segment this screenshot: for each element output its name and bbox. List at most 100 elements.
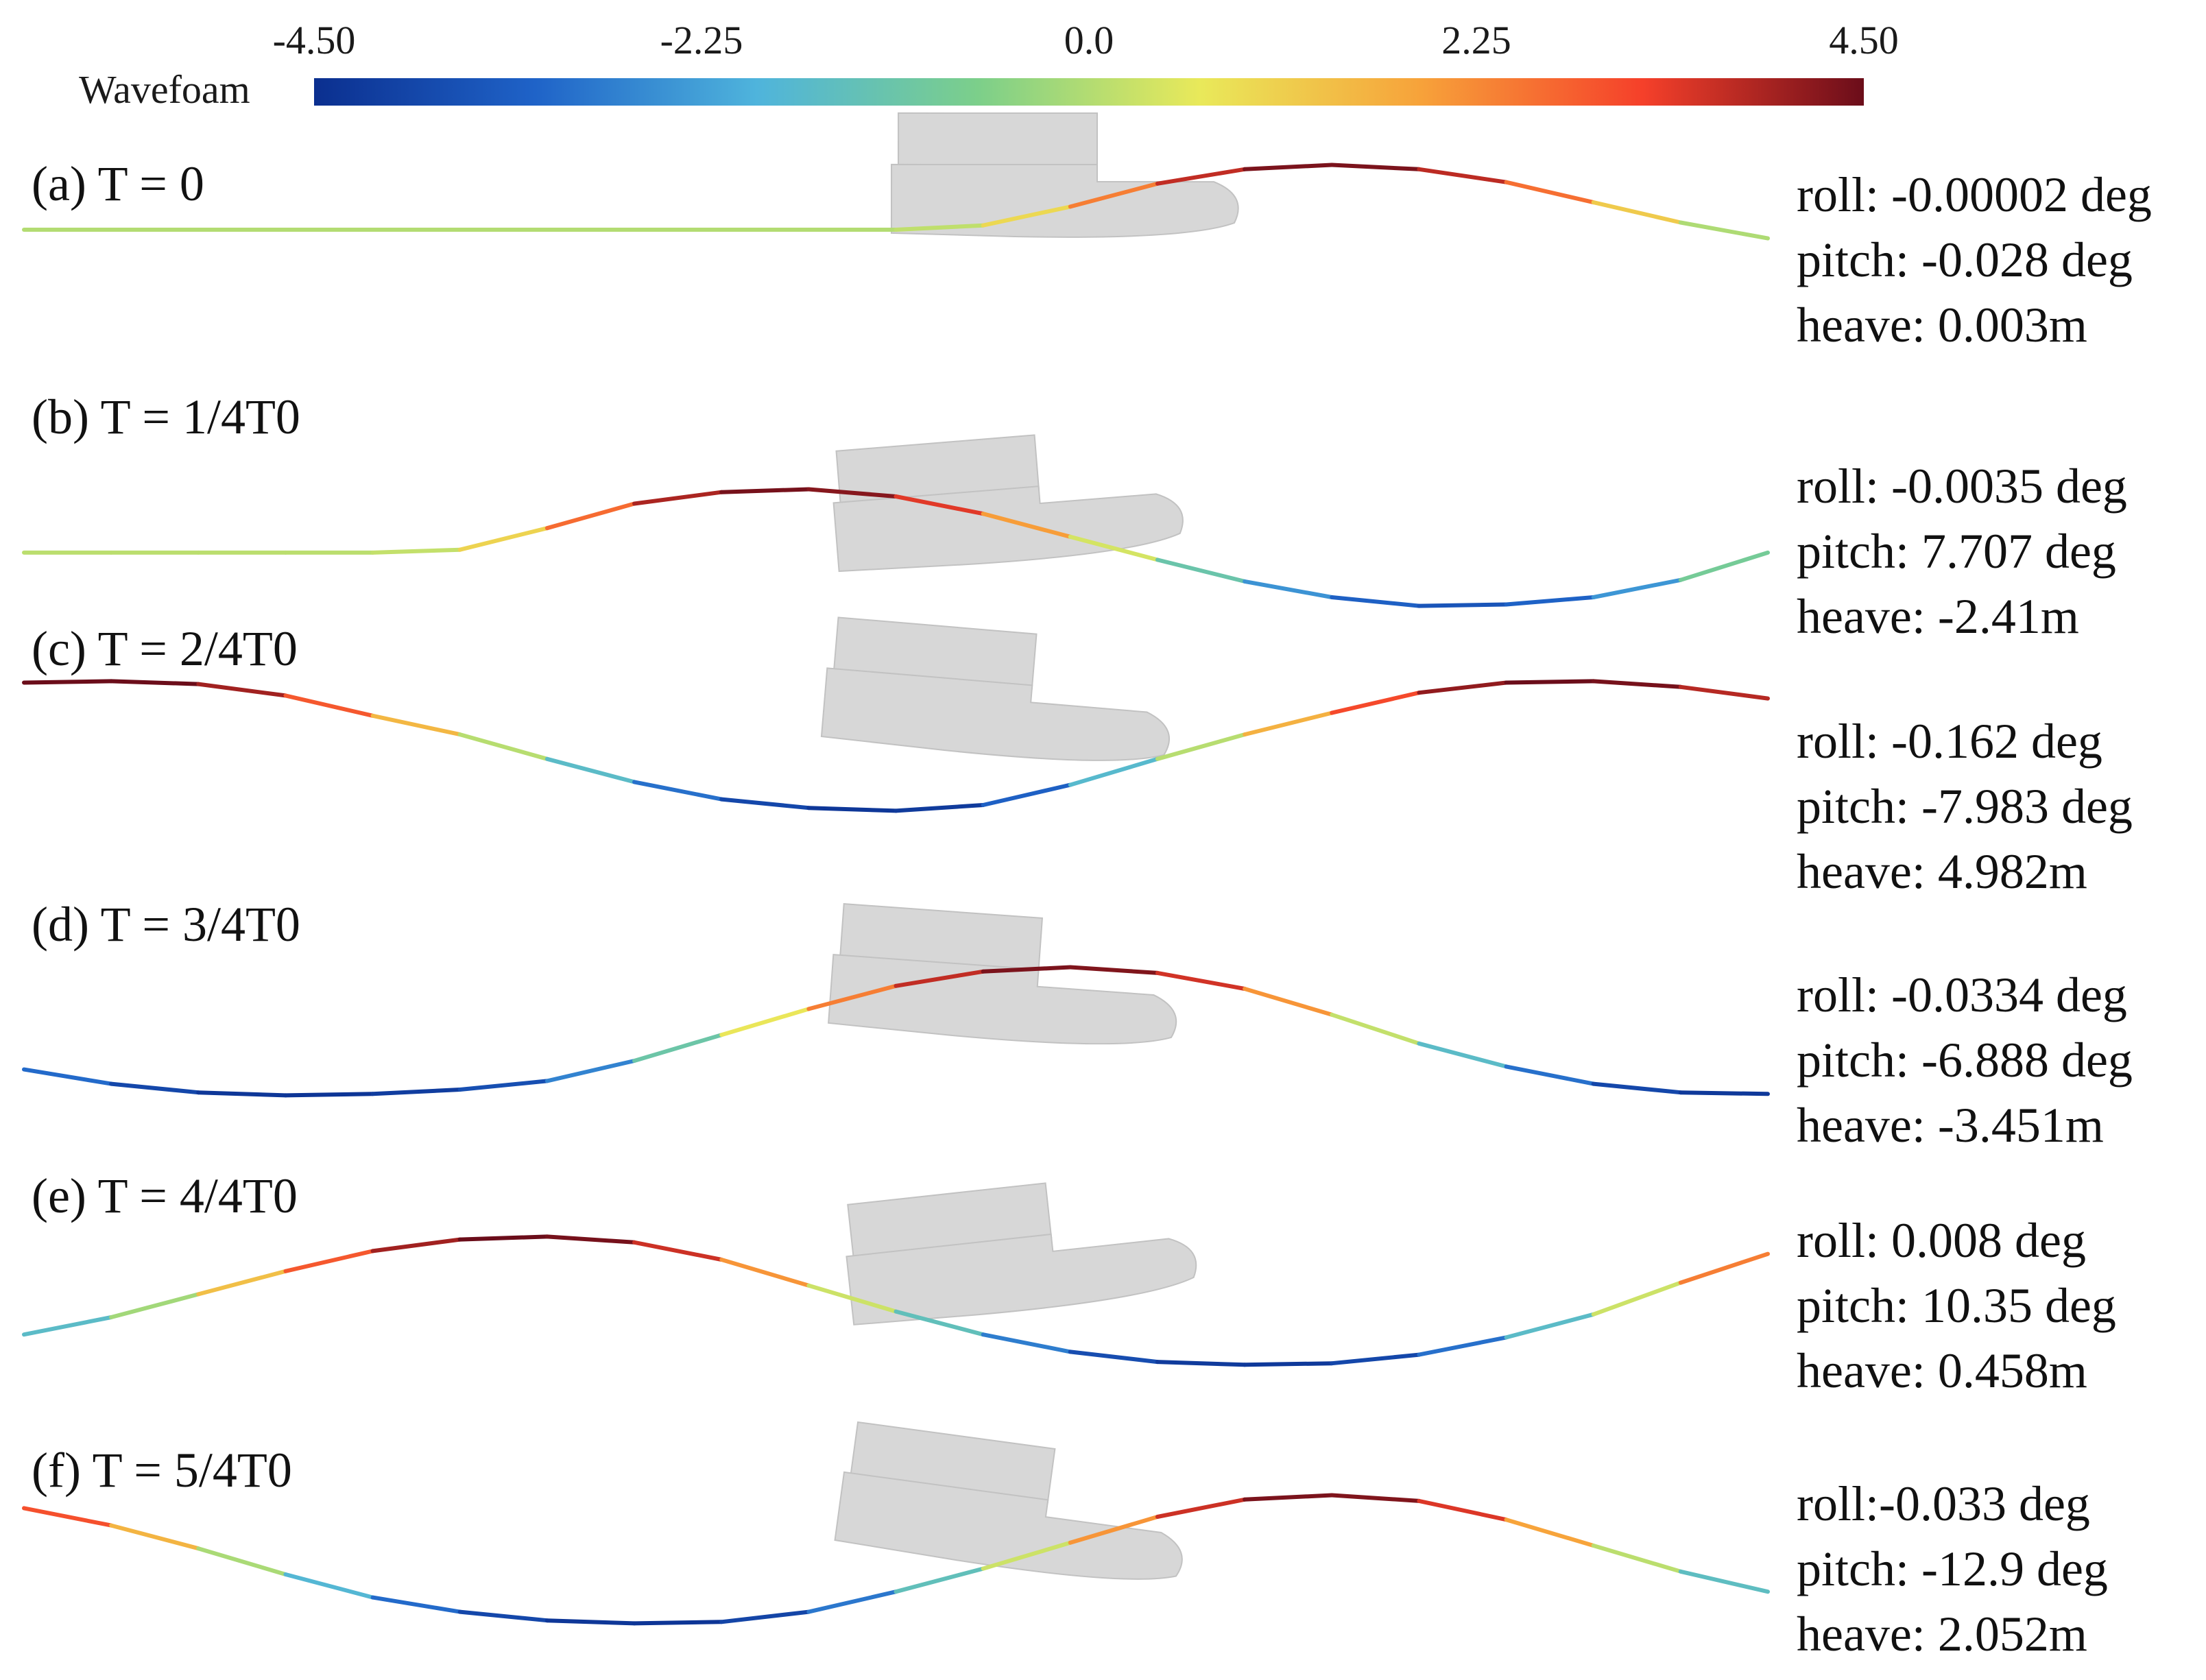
ship-hull <box>832 434 1184 573</box>
wave-segment <box>544 1618 637 1626</box>
wave-scene <box>22 902 1770 1098</box>
wave-segment <box>370 547 462 555</box>
wave-segment <box>632 1620 724 1626</box>
wave-segment <box>1330 1493 1422 1503</box>
wave-segment <box>370 1237 462 1253</box>
wave-segment <box>109 1081 201 1095</box>
wave-segment <box>370 713 462 737</box>
wave-segment <box>1155 557 1247 584</box>
panel-a: (a) T = 0 roll: -0.00002 deg pitch: -0.0… <box>22 112 2152 352</box>
hull-body <box>828 954 1177 1045</box>
wave-segment <box>806 1589 898 1614</box>
wave-segment <box>1504 595 1596 607</box>
wave-scene <box>22 1182 1770 1367</box>
wave-segment <box>1330 691 1422 715</box>
wave-segment <box>1591 1280 1683 1317</box>
wave-segment <box>806 983 898 1011</box>
colorbar-tick: -2.25 <box>660 18 743 62</box>
wave-segment <box>457 1234 549 1242</box>
wave-segment <box>1068 181 1160 209</box>
wave-segment <box>22 1506 114 1528</box>
wave-segment <box>981 204 1072 228</box>
wave-segment <box>719 1258 811 1288</box>
wave-segment <box>1417 167 1509 184</box>
roll-readout: roll: -0.00002 deg <box>1797 167 2152 222</box>
pitch-readout: pitch: -0.028 deg <box>1797 232 2133 287</box>
panel-f: (f) T = 5/4T0 roll:-0.033 deg pitch: -12… <box>22 1421 2108 1661</box>
wave-segment <box>1243 163 1334 171</box>
pitch-readout: pitch: -7.983 deg <box>1797 779 2133 834</box>
ship-hull <box>820 616 1170 761</box>
wave-segment <box>632 490 724 506</box>
wave-segment <box>1417 1498 1509 1522</box>
ship-hull <box>846 1182 1197 1325</box>
wave-segment <box>1504 679 1596 685</box>
wave-segment <box>109 679 201 686</box>
wave-segment <box>1330 1352 1422 1366</box>
wave-segment <box>981 1332 1072 1354</box>
wave-segment <box>22 1067 114 1086</box>
pitch-readout: pitch: -6.888 deg <box>1797 1033 2133 1088</box>
heave-readout: heave: -3.451m <box>1797 1098 2104 1153</box>
wave-segment <box>1243 579 1334 599</box>
wave-segment <box>1330 595 1422 608</box>
heave-readout: heave: 2.052m <box>1797 1607 2087 1661</box>
wave-segment <box>1678 550 1770 582</box>
wave-segment <box>1591 679 1683 689</box>
wave-segment <box>1243 1361 1334 1367</box>
wave-segment <box>1068 965 1160 975</box>
ship-hull <box>828 902 1177 1045</box>
wave-segment <box>283 693 375 718</box>
heave-readout: heave: -2.41m <box>1797 589 2079 644</box>
colorbar-bar <box>314 78 1864 106</box>
wave-segment <box>719 1609 811 1624</box>
wave-segment <box>894 223 985 232</box>
wave-segment <box>806 1283 898 1314</box>
wave-segment <box>196 682 288 698</box>
ship-hull <box>834 1421 1183 1580</box>
panel-b: (b) T = 1/4T0 roll: -0.0035 deg pitch: 7… <box>22 389 2127 644</box>
wave-segment <box>981 965 1072 974</box>
pitch-readout: pitch: -12.9 deg <box>1797 1541 2108 1596</box>
colorbar-tick: 0.0 <box>1064 18 1114 62</box>
heave-readout: heave: 4.982m <box>1797 844 2087 899</box>
wave-segment <box>196 1090 288 1098</box>
wave-segment <box>719 487 811 494</box>
panel-d: (d) T = 3/4T0 roll: -0.0334 deg pitch: -… <box>22 897 2133 1153</box>
wave-segment <box>22 1315 114 1337</box>
colorbar-tick: 2.25 <box>1441 18 1511 62</box>
pitch-readout: pitch: 10.35 deg <box>1797 1278 2116 1333</box>
colorbar: Wavefoam -4.50 -2.25 0.0 2.25 4.50 <box>79 18 1899 112</box>
wave-segment <box>1330 1012 1422 1046</box>
hull-body <box>820 667 1170 761</box>
wave-segment <box>283 1249 375 1273</box>
wave-segment <box>1504 1064 1596 1086</box>
wave-segment <box>283 1092 375 1098</box>
wave-segment <box>370 1595 462 1614</box>
hull-body <box>834 1471 1183 1580</box>
wave-segment <box>1068 1515 1160 1545</box>
hull-body <box>890 163 1239 238</box>
wave-segment <box>1417 602 1509 608</box>
wave-segment <box>1068 756 1160 787</box>
panel-e: (e) T = 4/4T0 roll: 0.008 deg pitch: 10.… <box>22 1168 2116 1398</box>
roll-readout: roll: -0.0035 deg <box>1797 459 2127 514</box>
wave-segment <box>894 1566 985 1594</box>
wave-segment <box>1591 1544 1683 1574</box>
wave-segment <box>196 1269 288 1297</box>
wave-segment <box>1678 1251 1770 1285</box>
pitch-readout: pitch: 7.707 deg <box>1797 524 2116 579</box>
panel-label: (b) T = 1/4T0 <box>32 389 300 444</box>
panel-label: (a) T = 0 <box>32 156 204 211</box>
wave-segment <box>1417 680 1509 695</box>
wave-segment <box>544 1059 637 1083</box>
wave-segment <box>1591 200 1683 225</box>
wave-segment <box>1591 577 1683 599</box>
wave-segment <box>1591 1081 1683 1095</box>
wave-segment <box>1068 1349 1160 1365</box>
wave-segment <box>457 526 549 552</box>
wave-segment <box>1417 1041 1509 1069</box>
wave-segment <box>1155 732 1247 761</box>
heave-readout: heave: 0.458m <box>1797 1343 2087 1398</box>
wave-scene <box>22 112 1770 241</box>
